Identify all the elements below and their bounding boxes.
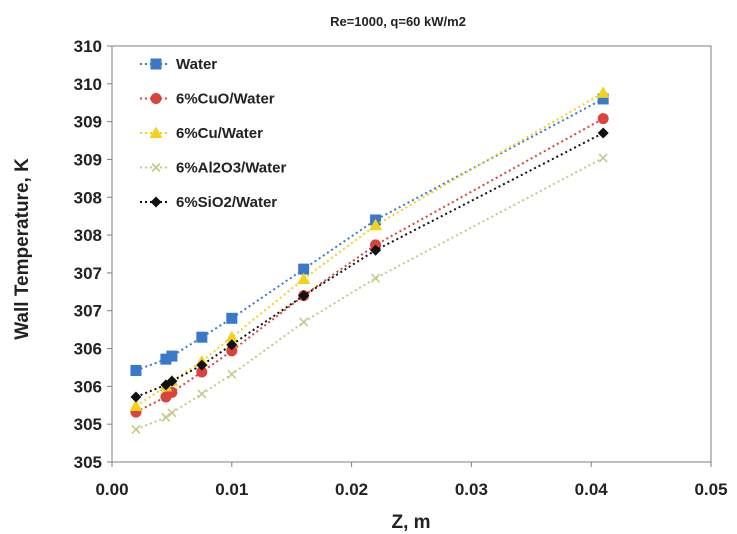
series-line bbox=[135, 132, 604, 398]
data-point bbox=[129, 399, 143, 412]
y-tick-label: 310 bbox=[74, 75, 102, 94]
data-point bbox=[227, 369, 237, 379]
data-point bbox=[160, 353, 172, 365]
legend-swatch-marker bbox=[150, 93, 162, 104]
y-tick-label: 308 bbox=[74, 188, 102, 207]
data-point bbox=[197, 389, 207, 399]
data-point bbox=[130, 391, 142, 403]
data-point bbox=[166, 375, 178, 387]
legend-label: 6%SiO2/Water bbox=[176, 194, 277, 211]
legend-item: 6%CuO/Water bbox=[140, 91, 275, 108]
series-line bbox=[135, 92, 604, 407]
data-point bbox=[596, 86, 610, 98]
legend-item: 6%SiO2/Water bbox=[140, 194, 277, 211]
data-point bbox=[370, 244, 382, 256]
y-tick-label: 306 bbox=[74, 377, 102, 396]
data-point bbox=[196, 359, 208, 371]
data-point bbox=[196, 331, 208, 343]
x-axis-label: Z, m bbox=[391, 512, 430, 533]
series-line bbox=[135, 117, 604, 413]
data-point bbox=[167, 408, 177, 418]
x-tick-label: 0.05 bbox=[694, 480, 727, 499]
data-point bbox=[297, 272, 311, 284]
y-axis-ticks: 305 305 306 306 307 307 308 308 309 309 310 310 bbox=[74, 37, 112, 472]
data-point bbox=[166, 350, 178, 362]
data-point bbox=[597, 127, 609, 139]
y-tick-label: 309 bbox=[74, 113, 102, 132]
legend-swatch-marker bbox=[149, 126, 163, 138]
series-line bbox=[135, 157, 604, 431]
data-point bbox=[597, 93, 609, 105]
data-point bbox=[597, 113, 609, 125]
data-point bbox=[196, 366, 208, 378]
y-tick-label: 309 bbox=[74, 150, 102, 169]
data-point bbox=[131, 424, 141, 435]
data-point bbox=[369, 218, 383, 231]
chart-title: Re=1000, q=60 kW/m2 bbox=[330, 14, 466, 29]
legend-label: 6%Cu/Water bbox=[176, 125, 263, 142]
legend-swatch-marker bbox=[151, 162, 161, 173]
x-tick-label: 0.00 bbox=[95, 480, 128, 499]
data-point bbox=[370, 273, 381, 283]
series-line bbox=[135, 98, 604, 372]
y-tick-label: 306 bbox=[74, 340, 102, 359]
data-point bbox=[298, 263, 310, 275]
plot-area bbox=[111, 45, 712, 463]
data-point bbox=[226, 312, 238, 324]
data-point bbox=[161, 412, 171, 422]
series-4 bbox=[131, 153, 608, 435]
y-tick-label: 310 bbox=[74, 37, 102, 56]
legend-swatch-marker bbox=[150, 58, 162, 70]
y-tick-label: 307 bbox=[74, 302, 102, 321]
legend-swatch-marker bbox=[150, 196, 162, 208]
x-tick-label: 0.02 bbox=[335, 480, 368, 499]
series-layer bbox=[129, 86, 610, 435]
data-point bbox=[226, 339, 238, 351]
legend-item: 6%Al2O3/Water bbox=[140, 160, 286, 177]
y-tick-label: 308 bbox=[74, 226, 102, 245]
data-point bbox=[299, 317, 309, 327]
legend: Water 6%CuO/Water 6%Cu/Water 6%Al2O3/Water 6… bbox=[140, 56, 286, 211]
data-point bbox=[130, 364, 142, 376]
plot-frame bbox=[111, 45, 712, 463]
x-axis-ticks: 0.00 0.01 0.02 0.03 0.04 0.05 bbox=[95, 462, 728, 499]
x-tick-label: 0.03 bbox=[455, 480, 488, 499]
data-point bbox=[298, 290, 310, 302]
legend-label: Water bbox=[176, 56, 217, 73]
y-axis-label: Wall Temperature, K bbox=[12, 158, 33, 340]
x-tick-label: 0.04 bbox=[575, 480, 609, 499]
x-tick-label: 0.01 bbox=[215, 480, 248, 499]
series-5 bbox=[130, 127, 609, 403]
legend-item: 6%Cu/Water bbox=[140, 125, 263, 142]
legend-item: Water bbox=[140, 56, 217, 73]
legend-label: 6%Al2O3/Water bbox=[176, 160, 286, 177]
y-tick-label: 305 bbox=[74, 453, 102, 472]
data-point bbox=[226, 345, 238, 357]
y-tick-label: 305 bbox=[74, 415, 102, 434]
data-point bbox=[598, 153, 608, 163]
data-point bbox=[225, 330, 239, 343]
y-tick-label: 307 bbox=[74, 264, 102, 283]
legend-label: 6%CuO/Water bbox=[176, 91, 275, 108]
